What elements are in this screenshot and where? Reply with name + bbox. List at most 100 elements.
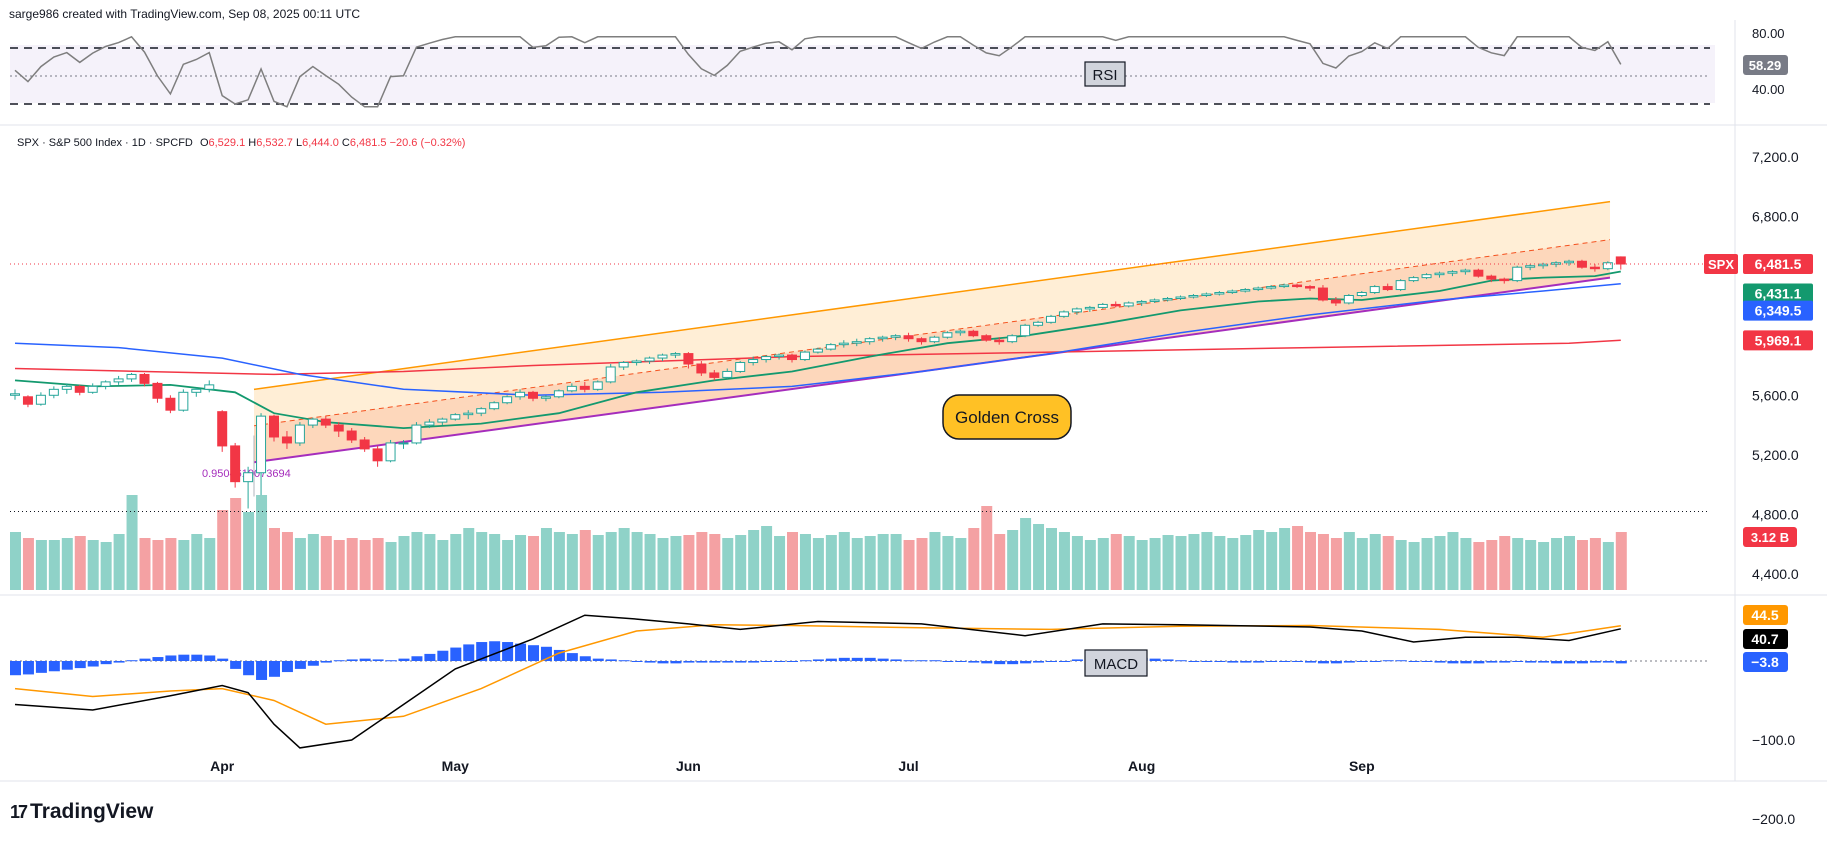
macd-histogram-bar: [1460, 661, 1472, 664]
macd-histogram-bar: [1473, 661, 1485, 664]
price-candle: [178, 389, 189, 412]
price-candle: [631, 359, 642, 366]
volume-bar: [1343, 532, 1355, 590]
candle-body: [864, 338, 875, 343]
price-candle: [735, 361, 746, 373]
volume-bar: [929, 532, 941, 590]
volume-bar: [1033, 524, 1045, 590]
golden-cross-bubble: [942, 394, 1072, 440]
volume-bar: [294, 538, 306, 590]
macd-histogram-bar: [916, 660, 928, 662]
candle-body: [657, 354, 668, 359]
volume-bar: [696, 532, 708, 590]
macd-histogram-bar: [592, 658, 604, 661]
high-value: 6,532.7: [256, 137, 293, 149]
volume-bar: [1175, 536, 1187, 590]
macd-histogram-bar: [929, 660, 941, 662]
candle-body: [1071, 308, 1082, 313]
macd-histogram-bar: [87, 661, 99, 667]
candle-body: [890, 335, 901, 338]
price-candle: [35, 392, 46, 406]
macd-histogram-bar: [1330, 661, 1342, 664]
macd-axis-tick-label: −200.0: [1752, 811, 1795, 827]
macd-histogram-bar: [942, 661, 954, 662]
macd-signal-line: [14, 623, 1621, 725]
candle-body: [1408, 277, 1419, 282]
price-candle: [307, 417, 318, 429]
macd-histogram-bar: [10, 661, 21, 676]
price-candle: [1447, 270, 1458, 277]
price-candle: [1538, 262, 1549, 269]
volume-bar: [579, 530, 591, 590]
volume-bar: [217, 510, 229, 590]
macd-line: [14, 614, 1621, 749]
macd-histogram-bar: [1188, 661, 1200, 662]
macd-histogram-bar: [243, 661, 255, 676]
macd-histogram-bar: [735, 661, 747, 663]
candle-body: [346, 430, 357, 441]
close-value: 6,481.5: [349, 137, 387, 149]
volume-bar: [204, 538, 216, 590]
price-candle: [553, 389, 564, 399]
volume-bar: [903, 540, 915, 590]
macd-histogram-bar: [178, 654, 190, 661]
macd-histogram-bar: [670, 661, 682, 664]
candle-body: [696, 363, 707, 374]
macd-histogram-bar: [1046, 661, 1057, 662]
macd-histogram-bar: [618, 660, 630, 662]
candle-body: [851, 341, 862, 344]
macd-histogram-bar: [903, 660, 915, 662]
macd-histogram-bar: [489, 641, 501, 661]
macd-histogram-bar: [1292, 661, 1304, 662]
price-candle: [1525, 264, 1536, 271]
price-candle: [838, 340, 849, 348]
candle-body: [191, 388, 202, 393]
x-axis-month-label: Aug: [1128, 758, 1155, 774]
macd-histogram-bar: [540, 646, 552, 661]
macd-axis-tick-label: −100.0: [1752, 732, 1795, 748]
macd-histogram-bar: [411, 656, 423, 661]
candle-body: [165, 397, 176, 411]
macd-histogram-bar: [955, 661, 967, 662]
price-candle: [346, 428, 357, 443]
rsi-band-fill: [10, 45, 1715, 103]
symbol-name: SPX · S&P 500 Index · 1D · SPCFD: [17, 137, 193, 149]
macd-histogram-bar: [1020, 661, 1032, 664]
tradingview-wordmark: TradingView: [30, 800, 154, 823]
price-candle: [1615, 256, 1626, 270]
price-candle: [799, 350, 810, 362]
candle-body: [838, 342, 849, 346]
price-candle: [722, 368, 733, 379]
volume-bar: [463, 528, 475, 590]
macd-histogram-bar: [1589, 661, 1601, 663]
candle-body: [1007, 335, 1018, 343]
trend-channel-lower-fill: [254, 239, 1610, 463]
candle-body: [1421, 274, 1432, 279]
tradingview-logo[interactable]: 17 TradingView: [10, 800, 153, 824]
macd-histogram-bar: [1395, 660, 1407, 662]
macd-histogram-bar: [1305, 661, 1316, 663]
macd-histogram-bar: [657, 661, 669, 664]
candle-body: [1188, 295, 1199, 298]
candle-body: [74, 385, 85, 393]
macd-histogram-bar: [398, 658, 410, 661]
price-candle: [204, 380, 215, 393]
price-candle: [787, 353, 797, 363]
volume-bar: [1369, 534, 1381, 590]
candle-body: [1058, 311, 1069, 317]
price-candle: [256, 413, 267, 496]
macd-histogram-bar: [1602, 661, 1614, 663]
price-candle: [1589, 264, 1600, 272]
candle-body: [877, 336, 888, 340]
candle-body: [1369, 286, 1380, 294]
volume-bar: [307, 534, 319, 590]
sma-200-line: [14, 339, 1621, 376]
price-candle: [709, 369, 720, 381]
candle-body: [424, 421, 435, 426]
candle-body: [618, 362, 629, 368]
candle-body: [631, 360, 642, 364]
macd-histogram-bar: [1240, 661, 1252, 663]
price-candle: [916, 337, 927, 345]
price-candle: [48, 386, 59, 399]
